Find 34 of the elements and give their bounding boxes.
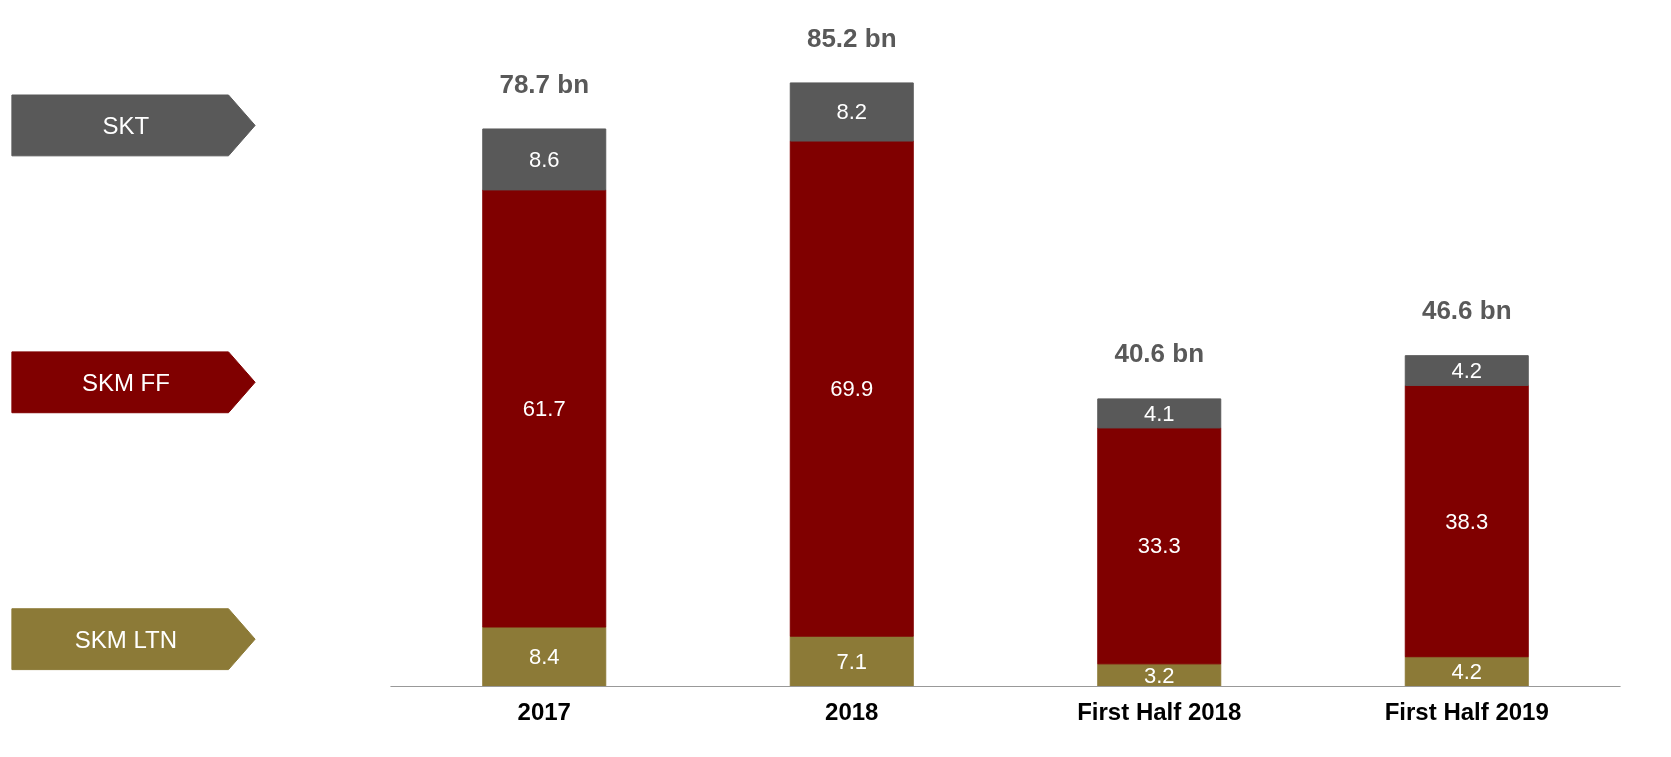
x-tick-label: First Half 2019 — [1384, 697, 1549, 725]
text: SKT — [102, 111, 150, 139]
data-label: 69.9 — [830, 376, 874, 402]
x-tick-label: First Half 2018 — [1077, 697, 1242, 725]
bar — [482, 189, 607, 628]
data-label: 8.4 — [528, 644, 560, 670]
bar — [1404, 355, 1529, 386]
data-label: 4.1 — [1143, 400, 1175, 426]
x-tick-label: 2017 — [517, 697, 571, 725]
data-label: 61.7 — [522, 395, 566, 421]
data-label: 3.2 — [1143, 662, 1175, 688]
total-label: 46.6 bn — [1421, 295, 1512, 326]
total-label: 78.7 bn — [499, 68, 590, 99]
data-label: 38.3 — [1445, 508, 1489, 534]
data-label: 8.6 — [528, 146, 560, 172]
data-label: 4.2 — [1451, 659, 1483, 685]
bar — [1404, 656, 1529, 687]
x-tick-label: 2018 — [825, 697, 879, 725]
text: SKM FF — [81, 368, 170, 396]
bar — [789, 635, 914, 687]
total-label: 85.2 bn — [806, 22, 897, 53]
data-label: 7.1 — [836, 648, 868, 674]
bar — [1404, 384, 1529, 658]
total-label: 40.6 bn — [1114, 338, 1205, 369]
data-label: 33.3 — [1137, 533, 1181, 559]
bar — [1097, 427, 1222, 665]
data-label: 4.2 — [1451, 358, 1483, 384]
bar — [789, 82, 914, 142]
bar — [482, 128, 607, 191]
bar — [1097, 398, 1222, 429]
text: SKM LTN — [74, 625, 178, 653]
bar — [482, 626, 607, 687]
bar — [789, 140, 914, 637]
data-label: 8.2 — [836, 99, 868, 125]
